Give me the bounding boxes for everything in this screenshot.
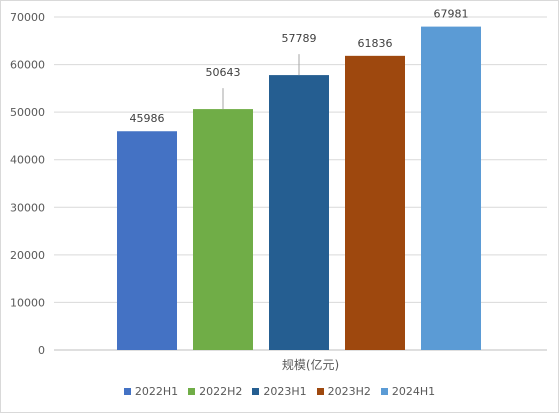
legend-swatch xyxy=(188,388,196,395)
legend-label: 2022H1 xyxy=(134,385,179,398)
data-label: 61836 xyxy=(358,37,393,50)
y-tick-label: 40000 xyxy=(10,154,45,167)
legend-item: 2023H2 xyxy=(316,385,371,398)
legend-item: 2024H1 xyxy=(380,385,436,398)
y-tick-label: 30000 xyxy=(10,201,45,214)
legend-label: 2024H1 xyxy=(391,385,436,398)
legend-item: 2023H1 xyxy=(252,385,307,398)
legend-item: 2022H2 xyxy=(188,385,242,398)
y-tick-label: 20000 xyxy=(10,249,45,262)
legend-swatch xyxy=(380,388,388,395)
y-tick-label: 10000 xyxy=(10,296,45,309)
legend-label: 2023H2 xyxy=(327,385,371,398)
bar-2022H2 xyxy=(193,109,253,350)
y-tick-label: 50000 xyxy=(10,106,45,119)
data-label: 67981 xyxy=(434,8,469,21)
bar-2023H1 xyxy=(269,75,329,350)
bar-2024H1 xyxy=(421,26,481,350)
data-label: 57789 xyxy=(282,32,317,45)
y-tick-label: 70000 xyxy=(10,11,45,24)
bar-2022H1 xyxy=(117,131,177,350)
bar-2023H2 xyxy=(345,55,405,351)
legend-swatch xyxy=(252,388,260,395)
legend-swatch xyxy=(316,388,324,395)
legend-item: 2022H1 xyxy=(123,385,179,398)
x-category-label: 规模(亿元) xyxy=(282,357,339,372)
y-tick-label: 60000 xyxy=(10,59,45,72)
legend: 2022H1 2022H2 2023H1 2023H2 2024H1 xyxy=(1,385,558,398)
legend-label: 2022H2 xyxy=(199,385,243,398)
legend-swatch xyxy=(123,388,131,395)
legend-label: 2023H1 xyxy=(263,385,307,398)
data-label: 45986 xyxy=(130,112,165,125)
data-label: 50643 xyxy=(206,66,241,79)
y-tick-label: 0 xyxy=(38,344,45,357)
